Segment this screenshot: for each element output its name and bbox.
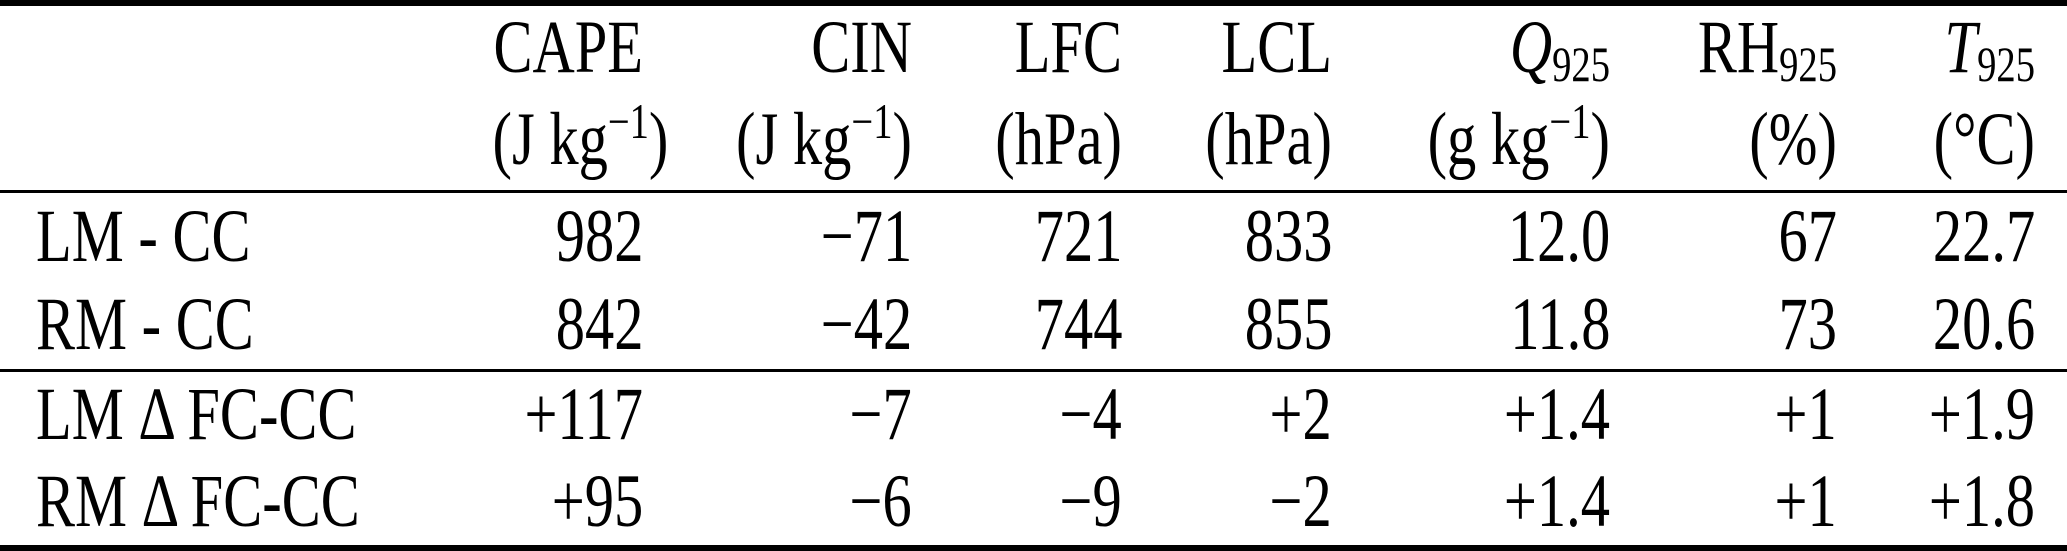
cell-rm-delta-cin: −6 — [849, 459, 912, 543]
row-label: LM - CC — [36, 194, 251, 278]
col-unit-q925: (g kg−1) — [1427, 94, 1610, 181]
cell-lm-cc-cape: 982 — [555, 194, 643, 278]
cell-lm-delta-cape: +117 — [524, 373, 643, 457]
col-name-t925: T925 — [1944, 6, 2035, 92]
table-row-rm-cc: RM - CC 842 −42 744 855 11.8 73 20.6 — [0, 281, 2067, 370]
table-row-lm-cc: LM - CC 982 −71 721 833 12.0 67 22.7 — [0, 192, 2067, 281]
col-unit-lcl: (hPa) — [1205, 98, 1332, 181]
cell-lm-cc-lfc: 721 — [1034, 194, 1122, 278]
col-name-rh925: RH925 — [1697, 6, 1837, 92]
table-row-lm-delta: LM Δ FC-CC +117 −7 −4 +2 +1.4 +1 +1.9 — [0, 370, 2067, 458]
cell-lm-delta-lcl: +2 — [1269, 373, 1332, 457]
cell-lm-delta-lfc: −4 — [1059, 373, 1122, 457]
cell-rm-delta-cape: +95 — [551, 459, 643, 543]
cell-lm-delta-q925: +1.4 — [1503, 373, 1610, 457]
cell-lm-cc-t925: 22.7 — [1932, 194, 2035, 278]
cell-lm-cc-cin: −71 — [820, 194, 912, 278]
col-unit-t925: (°C) — [1933, 98, 2035, 181]
row-label: RM - CC — [36, 282, 254, 366]
col-name-lfc: LFC — [1014, 6, 1122, 89]
header-row: CAPE (J kg−1) CIN (J kg−1) LFC (hPa) LCL… — [0, 3, 2067, 192]
col-header-t925: T925 (°C) — [1837, 3, 2067, 192]
cell-lm-delta-t925: +1.9 — [1928, 373, 2035, 457]
cell-rm-delta-lfc: −9 — [1059, 459, 1122, 543]
cell-rm-delta-lcl: −2 — [1269, 459, 1332, 543]
col-header-lcl: LCL (hPa) — [1122, 3, 1332, 192]
cell-rm-cc-cin: −42 — [820, 282, 912, 366]
cell-rm-delta-t925: +1.8 — [1928, 459, 2035, 543]
cell-rm-delta-q925: +1.4 — [1503, 459, 1610, 543]
col-header-cape: CAPE (J kg−1) — [450, 3, 669, 192]
col-name-lcl: LCL — [1221, 6, 1332, 89]
cell-lm-cc-rh925: 67 — [1778, 194, 1838, 278]
col-header-lfc: LFC (hPa) — [912, 3, 1122, 192]
cell-lm-cc-lcl: 833 — [1244, 194, 1332, 278]
group-delta-values: LM Δ FC-CC +117 −7 −4 +2 +1.4 +1 +1.9 RM… — [0, 370, 2067, 548]
cell-rm-cc-lfc: 744 — [1034, 282, 1122, 366]
table-header: CAPE (J kg−1) CIN (J kg−1) LFC (hPa) LCL… — [0, 3, 2067, 192]
col-name-cin: CIN — [811, 6, 912, 89]
col-name-cape: CAPE — [493, 6, 643, 89]
col-header-rh925: RH925 (%) — [1610, 3, 1837, 192]
cell-rm-delta-rh925: +1 — [1774, 459, 1837, 543]
cell-rm-cc-lcl: 855 — [1244, 282, 1332, 366]
cell-rm-cc-cape: 842 — [555, 282, 643, 366]
cell-rm-cc-t925: 20.6 — [1932, 282, 2035, 366]
col-unit-cin: (J kg−1) — [736, 94, 912, 181]
col-unit-lfc: (hPa) — [995, 98, 1122, 181]
group-cc-values: LM - CC 982 −71 721 833 12.0 67 22.7 RM … — [0, 191, 2067, 371]
cell-lm-delta-cin: −7 — [849, 373, 912, 457]
table-row-rm-delta: RM Δ FC-CC +95 −6 −9 −2 +1.4 +1 +1.8 — [0, 459, 2067, 548]
col-header-q925: Q925 (g kg−1) — [1332, 3, 1610, 192]
header-empty-cell — [0, 3, 450, 192]
cell-rm-cc-q925: 11.8 — [1509, 282, 1610, 366]
col-unit-cape: (J kg−1) — [492, 94, 669, 181]
col-name-q925: Q925 — [1509, 6, 1610, 92]
cell-rm-cc-rh925: 73 — [1778, 282, 1838, 366]
col-unit-rh925: (%) — [1749, 98, 1837, 181]
cell-lm-delta-rh925: +1 — [1774, 373, 1837, 457]
row-label: RM Δ FC-CC — [36, 459, 360, 543]
row-label: LM Δ FC-CC — [36, 373, 357, 457]
cell-lm-cc-q925: 12.0 — [1507, 194, 1610, 278]
col-header-cin: CIN (J kg−1) — [643, 3, 912, 192]
